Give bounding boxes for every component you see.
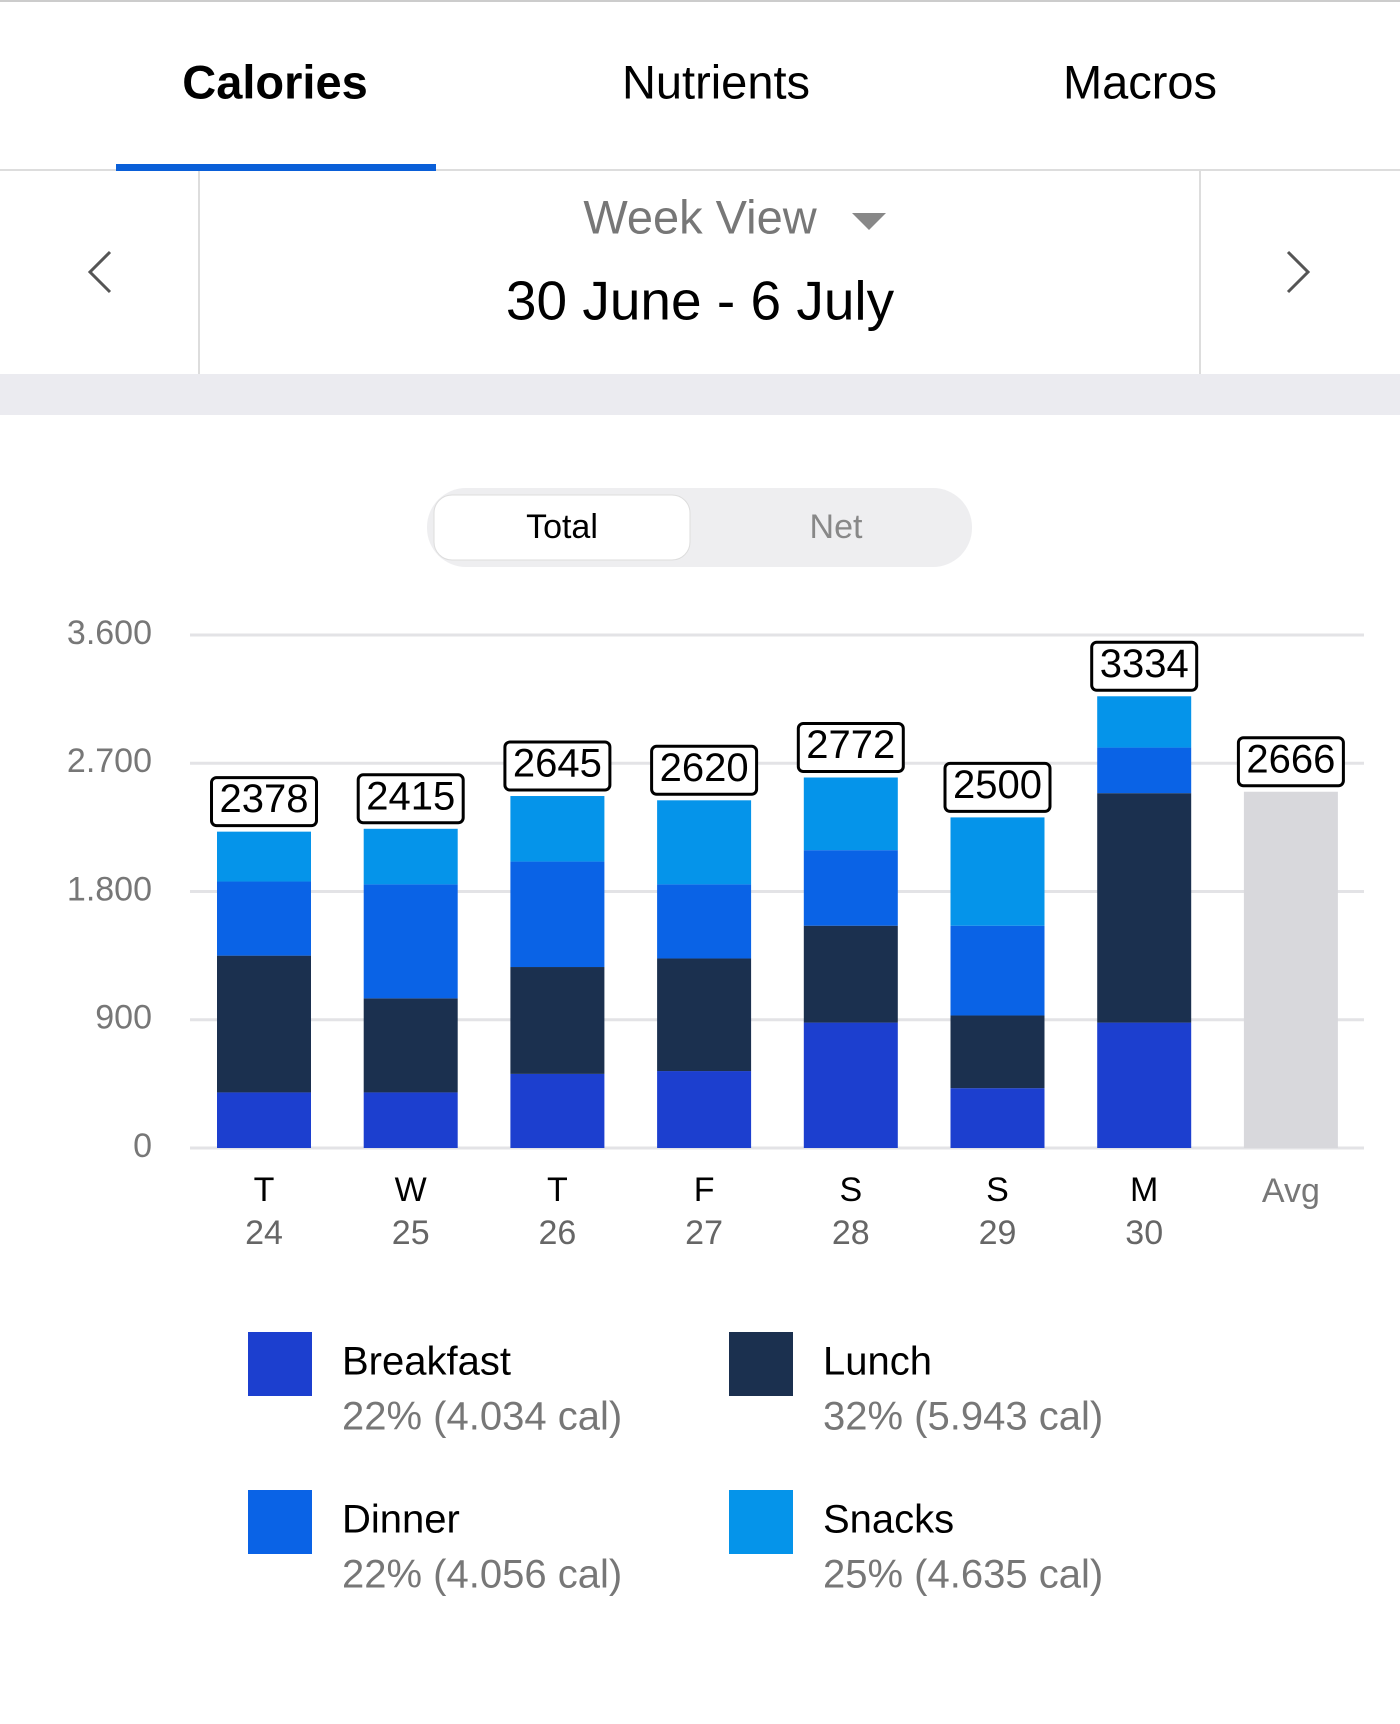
next-button[interactable]: [1286, 250, 1311, 294]
bar-segment: [950, 925, 1045, 1016]
bar-segment: [1097, 747, 1192, 794]
total-label-box: [503, 740, 612, 792]
toggle-knob: [433, 494, 691, 561]
prev-button[interactable]: [87, 250, 112, 294]
bar-segment: [217, 1092, 311, 1148]
bar-segment: [363, 884, 458, 999]
total-label: 2415: [366, 774, 455, 818]
total-label-box: [943, 761, 1052, 813]
x-tick-label: Avg: [1262, 1172, 1320, 1210]
total-label-box: [210, 776, 318, 828]
total-label-box: [1236, 736, 1345, 788]
x-date-label: 27: [685, 1214, 723, 1252]
x-date-label: 26: [538, 1214, 576, 1252]
bar-segment: [217, 881, 311, 956]
x-tick-label: W: [395, 1171, 427, 1209]
legend-summary: 32% (5.943 cal): [823, 1395, 1103, 1439]
total-label: 2772: [806, 723, 895, 767]
x-tick-label: S: [839, 1171, 862, 1209]
bar-segment: [510, 1073, 605, 1148]
total-label: 2500: [953, 763, 1042, 807]
total-label: 3334: [1100, 642, 1189, 686]
legend-swatch: [248, 1490, 312, 1554]
x-date-label: 24: [245, 1214, 283, 1252]
bar-segment: [657, 958, 752, 1072]
bar-segment: [363, 1092, 458, 1148]
total-label-box: [356, 773, 465, 825]
bar-segment: [1097, 1022, 1192, 1148]
x-date-label: 30: [1125, 1214, 1163, 1252]
x-date-label: 29: [979, 1214, 1017, 1252]
bar-segment: [363, 998, 458, 1093]
bar-segment: [510, 967, 605, 1074]
bar-segment: [950, 817, 1045, 926]
tab[interactable]: Calories: [182, 55, 367, 108]
legend-swatch: [248, 1332, 312, 1396]
tab[interactable]: Macros: [1063, 55, 1217, 108]
bar-segment: [657, 884, 752, 959]
y-tick-label: 0: [133, 1127, 152, 1165]
tab[interactable]: Nutrients: [622, 55, 810, 108]
view-selector[interactable]: Week View: [583, 190, 817, 243]
toggle-option[interactable]: Total: [526, 508, 598, 546]
y-tick-label: 1.800: [67, 870, 152, 908]
x-date-label: 28: [832, 1214, 870, 1252]
legend-name: Lunch: [823, 1340, 932, 1384]
bar-segment: [803, 925, 898, 1023]
y-tick-label: 3.600: [67, 614, 152, 652]
x-tick-label: M: [1130, 1171, 1158, 1209]
bar-segment: [510, 861, 605, 968]
bar-segment: [217, 831, 311, 882]
total-label-box: [650, 744, 759, 796]
x-tick-label: T: [254, 1171, 275, 1209]
bar-segment: [803, 850, 898, 926]
bar-segment: [1097, 793, 1192, 1023]
x-tick-label: F: [694, 1171, 715, 1209]
legend-name: Breakfast: [342, 1340, 511, 1384]
bar-segment: [217, 955, 311, 1093]
total-label: 2666: [1246, 737, 1335, 781]
y-tick-label: 900: [95, 999, 152, 1037]
bar-segment: [803, 777, 898, 851]
tab-underline: [116, 164, 436, 171]
total-label-box: [796, 722, 905, 773]
bar-segment: [950, 1015, 1045, 1089]
total-label: 2378: [220, 777, 309, 821]
total-label: 2620: [660, 746, 749, 790]
bar-segment: [510, 796, 605, 862]
legend-name: Dinner: [342, 1498, 460, 1542]
legend-swatch: [729, 1332, 793, 1396]
bar-segment: [657, 800, 752, 885]
date-range: 30 June - 6 July: [506, 270, 895, 332]
bar-segment: [657, 1071, 752, 1148]
toggle-option[interactable]: Net: [810, 508, 863, 546]
legend-summary: 25% (4.635 cal): [823, 1553, 1103, 1597]
bar-segment: [1097, 696, 1192, 748]
legend-summary: 22% (4.034 cal): [342, 1395, 622, 1439]
bar-segment: [803, 1022, 898, 1148]
legend-name: Snacks: [823, 1498, 954, 1542]
bar-segment: [950, 1088, 1045, 1148]
separator-band: [0, 374, 1400, 415]
bar-segment: [363, 828, 458, 885]
x-tick-label: T: [547, 1171, 568, 1209]
average-bar: [1243, 791, 1338, 1148]
legend-swatch: [729, 1490, 793, 1554]
dropdown-arrow[interactable]: [852, 213, 886, 230]
x-tick-label: S: [986, 1171, 1009, 1209]
total-label: 2645: [513, 742, 602, 786]
y-tick-label: 2.700: [67, 742, 152, 780]
legend-summary: 22% (4.056 cal): [342, 1553, 622, 1597]
x-date-label: 25: [392, 1214, 430, 1252]
total-label-box: [1090, 640, 1199, 692]
